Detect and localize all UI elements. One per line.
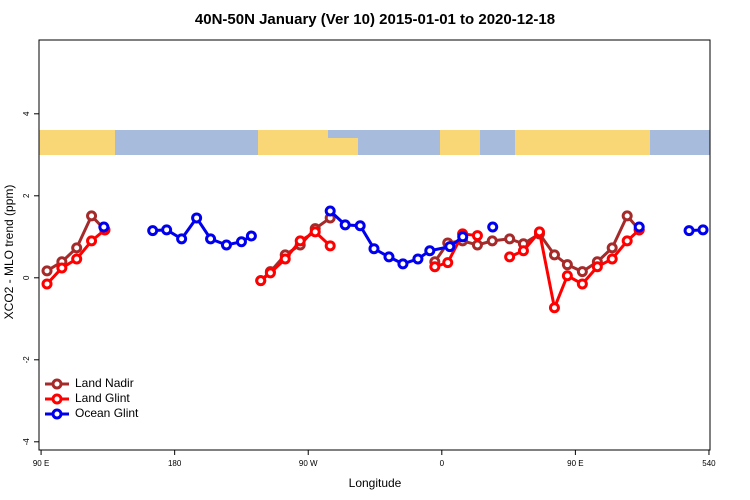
data-point [255, 275, 267, 287]
data-point [621, 235, 633, 247]
x-tick-label: 90 E [33, 459, 49, 468]
data-point [517, 245, 529, 257]
data-point [548, 249, 560, 261]
x-tick-label: 540 [702, 459, 716, 468]
data-point [486, 235, 498, 247]
data-point [147, 225, 159, 237]
legend-marker [51, 378, 63, 390]
legend-marker [51, 408, 63, 420]
data-point [444, 241, 456, 253]
chart-title: 40N-50N January (Ver 10) 2015-01-01 to 2… [195, 11, 555, 28]
x-tick-label: 180 [168, 459, 182, 468]
data-point [548, 302, 560, 314]
data-point [397, 258, 409, 270]
data-point [161, 224, 173, 236]
data-point [71, 242, 83, 254]
data-point [442, 257, 454, 269]
data-point [412, 253, 424, 265]
y-tick-label: 2 [22, 193, 31, 198]
y-tick-label: -4 [22, 438, 31, 446]
x-axis-label: Longitude [349, 476, 402, 490]
legend-label: Ocean Glint [75, 406, 139, 420]
legend-label: Land Glint [75, 391, 130, 405]
land [258, 130, 328, 155]
data-point [220, 239, 232, 251]
data-point [279, 253, 291, 265]
data-point [86, 235, 98, 247]
data-point [591, 261, 603, 273]
y-tick-label: -2 [22, 356, 31, 364]
land [515, 130, 650, 155]
data-point [383, 251, 395, 263]
y-tick-label: 0 [22, 275, 31, 280]
data-point [176, 233, 188, 245]
data-point [561, 270, 573, 282]
data-point [424, 245, 436, 257]
legend-marker [51, 393, 63, 405]
data-point [235, 236, 247, 248]
data-point [205, 233, 217, 245]
data-point [533, 226, 545, 238]
legend-label: Land Nadir [75, 376, 134, 390]
data-point [41, 265, 53, 277]
data-point [71, 253, 83, 265]
series-line [509, 228, 641, 313]
data-point [98, 221, 110, 233]
data-point [576, 278, 588, 290]
data-point [633, 221, 645, 233]
data-point [683, 225, 695, 237]
data-point [697, 224, 709, 236]
data-point [504, 251, 516, 263]
x-tick-label: 0 [440, 459, 445, 468]
data-point [457, 231, 469, 243]
y-axis-label: XCO2 - MLO trend (ppm) [2, 185, 16, 320]
data-point [368, 243, 380, 255]
data-point [354, 220, 366, 232]
data-point [264, 267, 276, 279]
series-line [434, 232, 478, 269]
x-tick-label: 90 E [567, 459, 583, 468]
x-tick-label: 90 W [299, 459, 318, 468]
data-point [324, 205, 336, 217]
data-point [56, 262, 68, 274]
data-point [245, 230, 257, 242]
data-point [576, 266, 588, 278]
data-point [487, 221, 499, 233]
data-point [309, 226, 321, 238]
data-point [504, 233, 516, 245]
data-point [324, 240, 336, 252]
data-point [191, 212, 203, 224]
data-point [471, 239, 483, 251]
data-point [471, 230, 483, 242]
data-point [606, 242, 618, 254]
land [39, 130, 115, 155]
data-point [561, 259, 573, 271]
data-point [86, 210, 98, 222]
data-point [339, 219, 351, 231]
data-point [41, 278, 53, 290]
data-point [429, 261, 441, 273]
data-point [621, 210, 633, 222]
y-tick-label: 4 [22, 111, 31, 116]
map-band [39, 130, 710, 155]
data-point [294, 235, 306, 247]
land [440, 130, 480, 155]
land [328, 138, 358, 155]
data-point [606, 253, 618, 265]
series-line [329, 209, 464, 266]
plot-frame [38, 39, 711, 451]
